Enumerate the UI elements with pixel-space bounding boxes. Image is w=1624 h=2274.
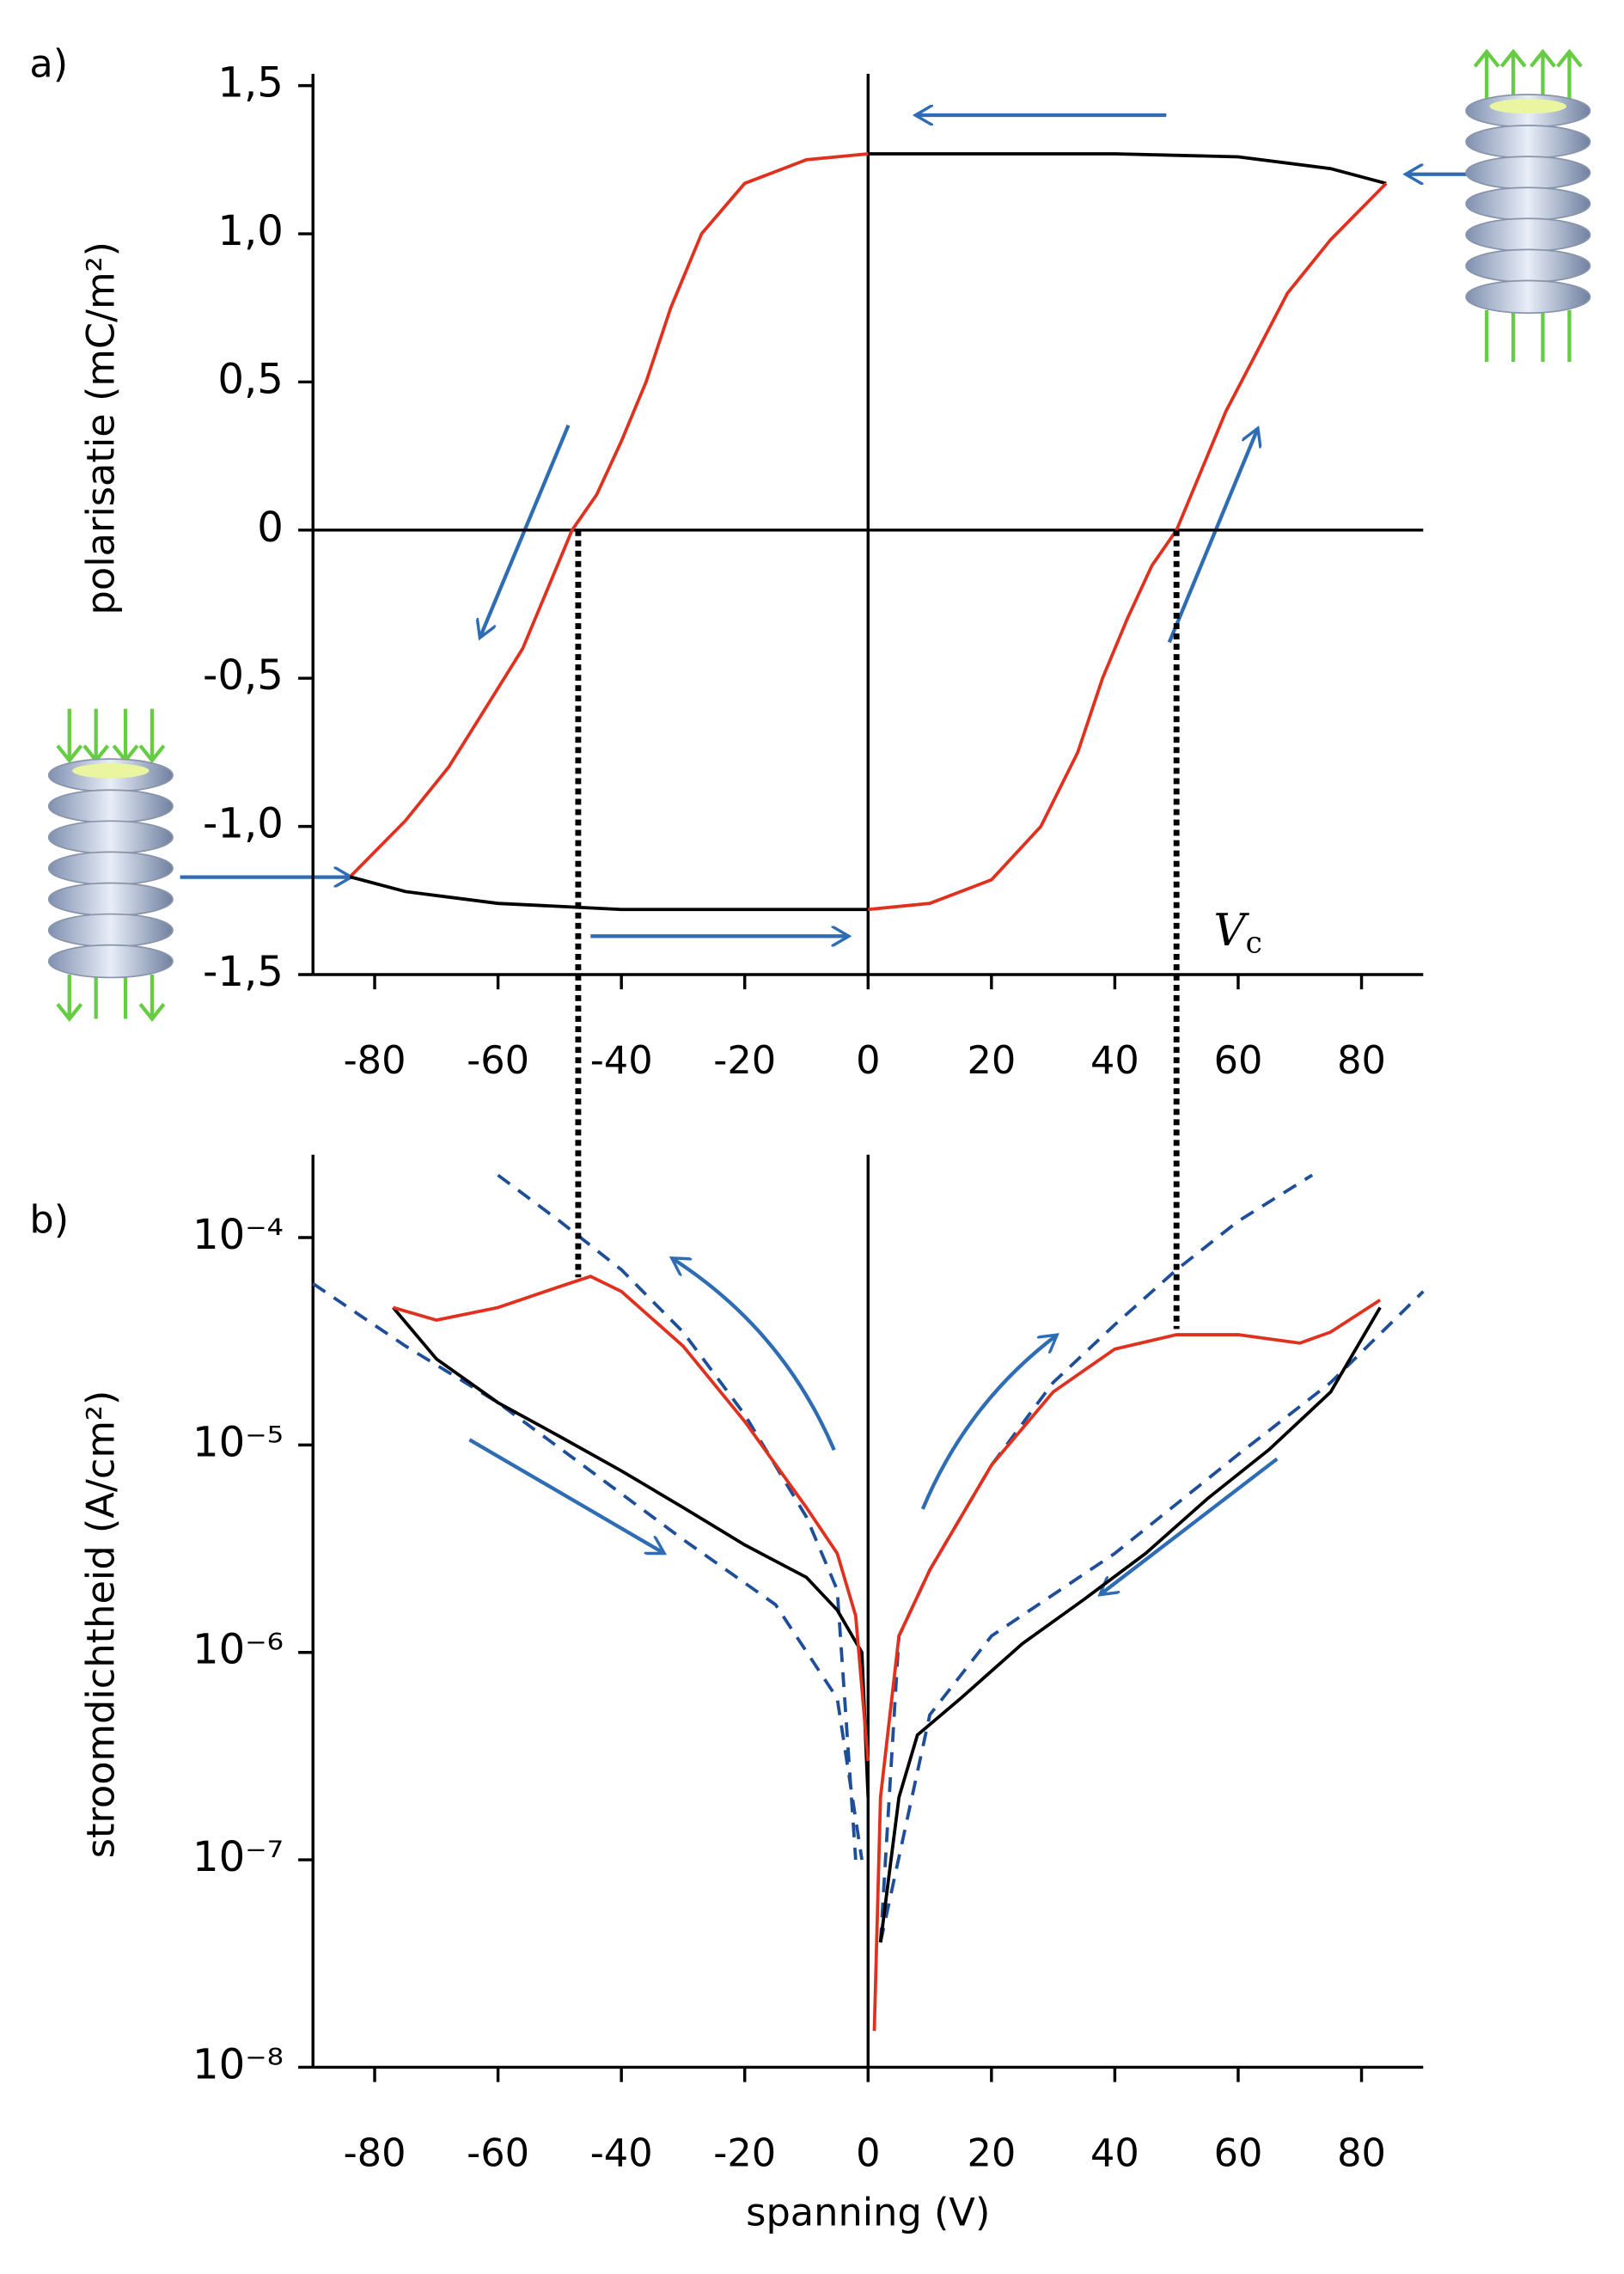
x-tick-label: 60 [1214,2131,1263,2176]
data-line [872,1299,1382,2032]
x-tick-label: -20 [713,1038,776,1083]
annotation: Vc [1213,904,1261,960]
annotation-text: V [1213,904,1249,956]
x-tick-label: 20 [967,1038,1016,1083]
y-tick-label: -1,5 [203,948,284,996]
data-line [868,182,1388,912]
x-tick-label: -60 [467,2131,529,2176]
x-tick-label: -80 [344,2131,406,2176]
y-tick-label: 10⁻⁵ [192,1418,284,1466]
x-tick-label: 40 [1090,2131,1139,2176]
data-line [497,1173,858,1861]
x-tick-label: -40 [590,1038,653,1083]
y-tick-label: 1,0 [217,207,283,255]
y-axis-label: polarisatie (mC/m²) [78,241,123,614]
x-tick-label: -20 [713,2131,776,2176]
x-tick-label: 0 [856,1038,880,1083]
y-tick-label: 1,5 [217,59,283,107]
x-tick-label: 80 [1337,2131,1386,2176]
x-tick-label: -80 [344,1038,406,1083]
y-axis-label: stroomdichtheid (A/cm²) [78,1391,123,1859]
data-line [349,875,869,912]
data-line [312,1282,864,1861]
y-tick-label: 10⁻⁸ [192,2040,284,2088]
data-line [392,1306,870,1798]
x-tick-label: 60 [1214,1038,1263,1083]
y-tick-label: 0,5 [217,355,283,403]
panel-label: a) [29,41,68,86]
y-tick-label: -1,0 [203,800,284,848]
data-line [868,152,1387,186]
data-line [878,1173,1314,1943]
data-line [878,1290,1425,1943]
data-line [878,1306,1382,1943]
y-tick-label: 10⁻⁶ [192,1626,284,1674]
annotation-subscript: c [1246,926,1262,961]
arrows [180,115,1480,1595]
arrow [920,1335,1057,1510]
x-tick-label: 0 [856,2131,880,2176]
data-line [393,1275,870,1762]
data-line [349,152,869,878]
x-axis-label: spanning (V) [746,2190,990,2234]
x-tick-label: 40 [1090,1038,1139,1083]
y-tick-label: -0,5 [203,651,284,700]
arrow [672,1258,836,1452]
arrow [468,1438,664,1556]
x-tick-label: 20 [967,2131,1016,2176]
coil-icon [47,708,174,1022]
x-tick-label: -60 [467,1038,529,1083]
coil-icon [1465,48,1591,362]
y-tick-label: 10⁻⁴ [192,1211,284,1259]
arrow [1167,428,1258,644]
x-tick-label: 80 [1337,1038,1386,1083]
arrow [1100,1457,1279,1595]
y-tick-label: 0 [257,504,284,552]
y-tick-label: 10⁻⁷ [192,1833,284,1881]
x-tick-label: -40 [590,2131,653,2176]
panel-label: b) [29,1198,69,1243]
